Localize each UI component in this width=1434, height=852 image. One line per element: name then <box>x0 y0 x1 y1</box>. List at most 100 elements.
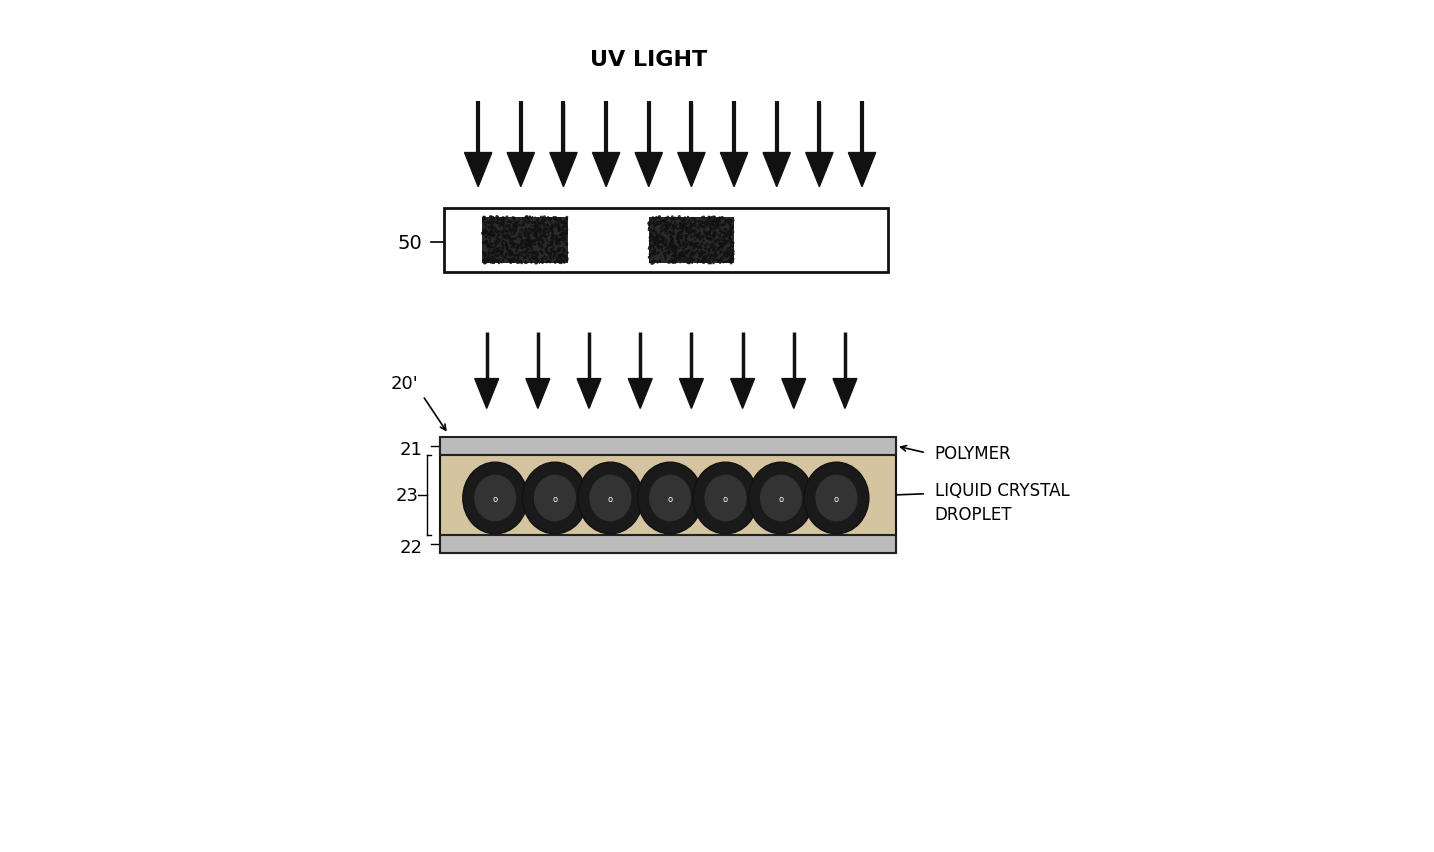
Point <box>559 488 582 502</box>
Point <box>554 244 576 257</box>
Point <box>511 515 533 528</box>
Point <box>607 486 630 499</box>
Point <box>853 467 876 481</box>
Point <box>638 238 661 251</box>
Point <box>670 475 693 489</box>
Point <box>681 257 704 271</box>
Point <box>523 464 546 478</box>
Point <box>744 459 767 473</box>
Point <box>503 241 526 255</box>
Point <box>697 233 720 246</box>
Point <box>582 452 605 465</box>
Point <box>720 256 743 269</box>
Point <box>500 501 523 515</box>
Point <box>657 247 680 261</box>
Point <box>430 452 453 466</box>
Point <box>538 214 561 227</box>
Point <box>480 453 503 467</box>
Point <box>556 522 579 536</box>
Point <box>764 515 787 529</box>
Point <box>638 509 661 523</box>
Point <box>475 227 498 240</box>
Point <box>541 222 564 235</box>
Point <box>793 504 816 517</box>
Point <box>505 504 528 517</box>
Point <box>694 522 717 536</box>
Point <box>525 256 548 270</box>
Point <box>482 246 505 260</box>
Point <box>518 216 541 229</box>
Point <box>780 502 803 515</box>
Point <box>642 256 665 269</box>
Point <box>605 488 628 502</box>
Point <box>548 249 571 262</box>
Point <box>575 516 598 530</box>
Point <box>691 469 714 482</box>
Point <box>538 228 561 242</box>
Point <box>492 486 515 499</box>
Point <box>488 235 511 249</box>
Point <box>829 505 852 519</box>
Point <box>490 218 513 232</box>
Point <box>697 211 720 225</box>
Point <box>502 482 525 496</box>
Point <box>522 224 545 238</box>
Point <box>654 223 677 237</box>
Point <box>704 210 727 224</box>
Point <box>698 224 721 238</box>
Point <box>652 508 675 521</box>
Point <box>787 480 810 493</box>
Point <box>718 242 741 256</box>
Point <box>531 246 554 260</box>
Point <box>880 522 903 536</box>
Point <box>584 494 607 508</box>
Point <box>489 505 512 519</box>
Point <box>535 520 558 533</box>
Point <box>655 502 678 515</box>
Point <box>447 458 470 471</box>
Point <box>511 224 533 238</box>
Point <box>721 492 744 506</box>
Point <box>720 228 743 242</box>
Point <box>647 235 670 249</box>
Point <box>869 482 892 496</box>
Point <box>690 256 713 270</box>
Point <box>819 509 842 523</box>
Point <box>562 487 585 501</box>
Point <box>700 490 723 504</box>
Point <box>522 521 545 535</box>
Point <box>529 475 552 489</box>
Point <box>496 463 519 477</box>
Point <box>827 492 850 505</box>
Point <box>690 238 713 251</box>
Point <box>849 472 872 486</box>
Point <box>535 506 558 520</box>
Point <box>693 511 716 525</box>
Point <box>531 247 554 261</box>
Point <box>521 471 543 485</box>
Point <box>698 257 721 271</box>
Point <box>482 251 505 265</box>
Point <box>842 508 865 521</box>
Point <box>488 476 511 490</box>
Point <box>694 219 717 233</box>
Point <box>746 511 769 525</box>
Point <box>511 257 533 271</box>
Point <box>693 253 716 267</box>
Point <box>691 510 714 524</box>
Point <box>476 254 499 268</box>
Point <box>519 227 542 240</box>
Point <box>545 246 568 260</box>
Point <box>868 464 891 478</box>
Point <box>637 513 660 527</box>
Point <box>523 216 546 230</box>
Point <box>538 519 561 532</box>
Point <box>506 249 529 262</box>
Point <box>525 228 548 242</box>
Point <box>475 475 498 488</box>
Point <box>688 452 711 466</box>
Point <box>505 488 528 502</box>
Ellipse shape <box>760 475 802 521</box>
Point <box>876 499 899 513</box>
Point <box>640 223 663 237</box>
